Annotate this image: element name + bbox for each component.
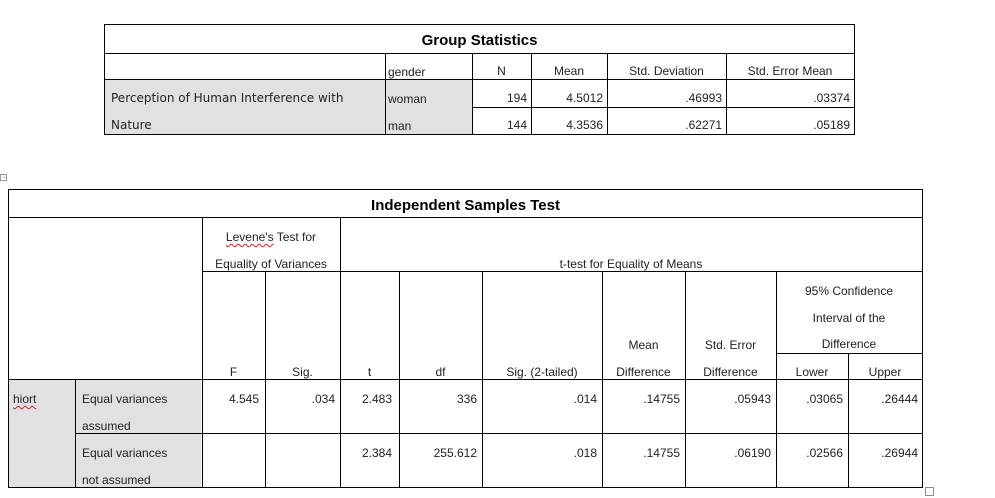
levene-rest: Test for <box>273 230 317 244</box>
row-std-deviation: .62271 <box>685 118 722 132</box>
ci-header-line3: Difference <box>821 337 877 351</box>
cell-mean-diff: .14755 <box>643 392 680 406</box>
levene-header-line2: Equality of Variances <box>215 257 327 271</box>
row-label-line2: assumed <box>82 419 131 433</box>
header-df: df <box>435 365 446 379</box>
row-gender: woman <box>388 92 427 106</box>
row-gender: man <box>388 119 412 133</box>
row-n: 144 <box>506 118 527 132</box>
table-resize-handle[interactable] <box>925 487 934 496</box>
cell-sig: .034 <box>311 392 335 406</box>
header-f: F <box>229 365 238 379</box>
header-se-diff-line2: Difference <box>703 365 758 379</box>
cell-sig-2-tailed: .018 <box>573 446 597 460</box>
cell-df: 336 <box>456 392 477 406</box>
header-upper: Upper <box>868 365 902 379</box>
ci-header-line2: Interval of the <box>812 311 886 325</box>
header-t: t <box>367 365 372 379</box>
row-label-line1: Equal variances <box>82 446 168 460</box>
cell-t: 2.483 <box>362 392 393 406</box>
header-lower: Lower <box>795 365 829 379</box>
independent-samples-test-title: Independent Samples Test <box>371 197 560 214</box>
row-std-error-mean: .03374 <box>813 91 850 105</box>
row-label-line1: Perception of Human Interference with <box>111 91 344 105</box>
cell-se-diff: .06190 <box>734 446 771 460</box>
header-se-diff-line1: Std. Error <box>704 338 757 352</box>
header-std-deviation: Std. Deviation <box>629 64 704 78</box>
header-mean-diff-line1: Mean <box>628 338 659 352</box>
row-n: 194 <box>506 91 527 105</box>
row-std-deviation: .46993 <box>685 91 722 105</box>
cell-se-diff: .05943 <box>734 392 771 406</box>
row-label-line2: Nature <box>111 118 152 132</box>
cell-sig-2-tailed: .014 <box>573 392 597 406</box>
header-sig-2-tailed: Sig. (2-tailed) <box>506 365 578 379</box>
header-gender: gender <box>388 65 426 79</box>
levene-word: Levene's <box>225 230 274 244</box>
table-move-handle-icon[interactable]: → <box>0 174 7 181</box>
header-sig: Sig. <box>292 365 313 379</box>
levene-header: Levene's Test for <box>202 230 340 244</box>
row-std-error-mean: .05189 <box>813 118 850 132</box>
cell-f: 4.545 <box>228 392 259 406</box>
cell-upper: .26944 <box>881 446 918 460</box>
variable-name: hiort <box>13 392 37 406</box>
header-mean-diff-line2: Difference <box>616 365 671 379</box>
group-statistics-title: Group Statistics <box>421 32 538 49</box>
header-std-error-mean: Std. Error Mean <box>747 64 833 78</box>
cell-df: 255.612 <box>433 446 477 460</box>
row-mean: 4.3536 <box>566 118 603 132</box>
cell-mean-diff: .14755 <box>643 446 680 460</box>
header-n: N <box>497 64 506 78</box>
cell-lower: .03065 <box>806 392 843 406</box>
header-mean: Mean <box>553 64 585 78</box>
variable-label: hiort <box>13 392 36 406</box>
row-label-line1: Equal variances <box>82 392 168 406</box>
cell-upper: .26444 <box>881 392 918 406</box>
ci-header-line1: 95% Confidence <box>804 284 894 298</box>
row-label-line2: not assumed <box>82 473 151 487</box>
row-mean: 4.5012 <box>566 91 603 105</box>
ttest-header: t-test for Equality of Means <box>559 257 703 271</box>
cell-t: 2.384 <box>362 446 393 460</box>
cell-lower: .02566 <box>806 446 843 460</box>
